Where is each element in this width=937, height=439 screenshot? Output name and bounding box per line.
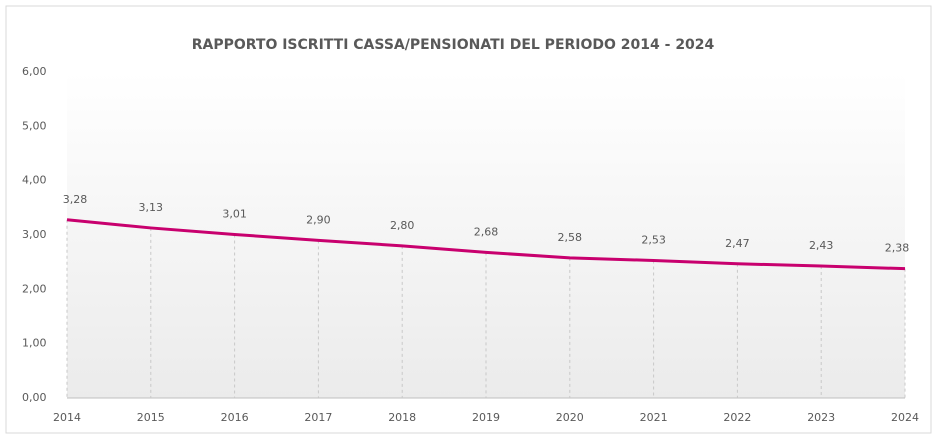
data-label: 2,47 [725, 237, 750, 250]
y-tick-label: 0,00 [22, 391, 47, 404]
data-label: 2,68 [474, 225, 499, 238]
x-tick-label: 2018 [388, 411, 416, 424]
x-tick-label: 2017 [304, 411, 332, 424]
x-tick-label: 2014 [53, 411, 81, 424]
data-label: 3,28 [63, 193, 88, 206]
y-tick-label: 5,00 [22, 119, 47, 132]
x-tick-label: 2016 [221, 411, 249, 424]
data-label: 2,80 [390, 219, 415, 232]
chart-title: RAPPORTO ISCRITTI CASSA/PENSIONATI DEL P… [192, 37, 715, 53]
y-tick-label: 4,00 [22, 174, 47, 187]
y-tick-label: 3,00 [22, 228, 47, 241]
y-tick-label: 1,00 [22, 337, 47, 350]
data-label: 2,38 [885, 242, 910, 255]
x-tick-label: 2023 [807, 411, 835, 424]
data-label: 2,90 [306, 213, 331, 226]
data-line [66, 218, 906, 271]
x-tick-label: 2020 [556, 411, 584, 424]
x-tick-label: 2021 [640, 411, 668, 424]
x-tick-label: 2019 [472, 411, 500, 424]
data-label: 2,58 [558, 231, 583, 244]
data-label: 3,01 [222, 207, 247, 220]
x-tick-label: 2022 [723, 411, 751, 424]
data-label: 2,43 [809, 239, 834, 252]
data-label: 2,53 [641, 234, 666, 247]
y-tick-label: 2,00 [22, 282, 47, 295]
y-tick-label: 6,00 [22, 65, 47, 78]
data-label: 3,13 [139, 201, 164, 214]
x-tick-label: 2015 [137, 411, 165, 424]
x-tick-label: 2024 [891, 411, 919, 424]
